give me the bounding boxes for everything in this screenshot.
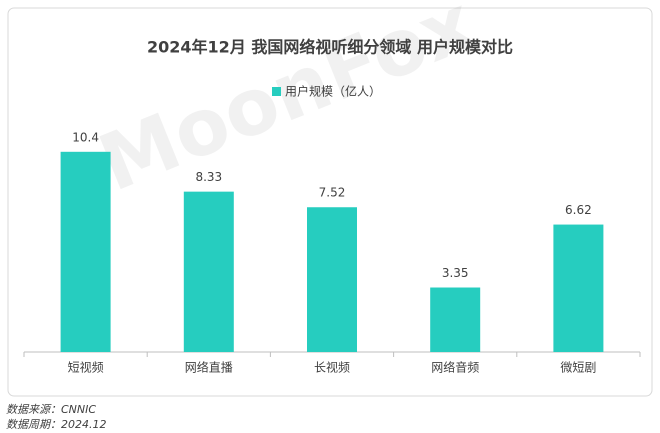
x-tick-label: 短视频 — [68, 360, 104, 375]
x-tick-label: 网络直播 — [185, 360, 233, 375]
data-label: 6.62 — [565, 203, 592, 217]
chart-title: 2024年12月 我国网络视听细分领域 用户规模对比 — [147, 38, 513, 57]
chart-frame — [7, 7, 653, 397]
source-note: 数据来源：CNNIC — [6, 403, 96, 416]
data-label: 10.4 — [72, 130, 99, 144]
data-label: 7.52 — [319, 186, 346, 200]
bar — [60, 151, 111, 352]
bar — [553, 224, 604, 352]
period-note: 数据周期：2024.12 — [6, 418, 107, 431]
data-label: 8.33 — [195, 170, 222, 184]
bar — [307, 207, 357, 352]
x-tick-label: 微短剧 — [560, 361, 596, 375]
x-tick-label: 网络音频 — [431, 360, 479, 375]
legend-label: 用户规模（亿人） — [285, 84, 381, 99]
bar — [183, 191, 234, 352]
x-tick-label: 长视频 — [314, 360, 350, 375]
data-label: 3.35 — [442, 266, 469, 280]
legend-swatch — [272, 87, 281, 96]
bar — [430, 287, 481, 352]
